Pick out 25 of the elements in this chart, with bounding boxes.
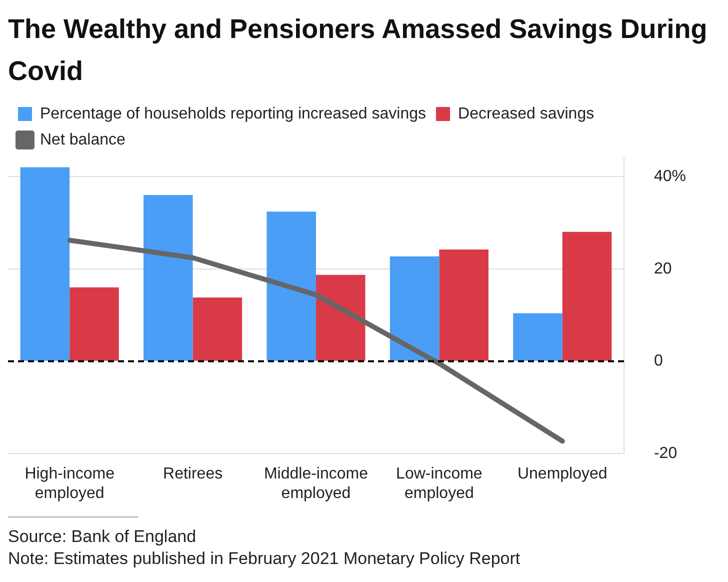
bar bbox=[266, 212, 316, 361]
x-tick-label: Middle-income employed bbox=[264, 466, 368, 502]
chart-title: The Wealthy and Pensioners Amassed Savings During Covid bbox=[8, 13, 708, 88]
bar bbox=[390, 256, 440, 361]
y-tick-label: 20 bbox=[654, 260, 672, 278]
x-tick-label: Low-income employed bbox=[396, 466, 482, 502]
y-tick-label: -20 bbox=[654, 445, 678, 462]
x-tick-label: High-income employed bbox=[24, 466, 115, 502]
bar bbox=[192, 297, 242, 361]
x-tick-label: Retirees bbox=[163, 466, 223, 483]
source-note: Source: Bank of England bbox=[8, 526, 198, 548]
y-tick-label: 40% bbox=[654, 168, 686, 185]
text: Note: Estimates published in February 2021 Monetary Policy Report bbox=[8, 548, 522, 570]
bar bbox=[513, 313, 562, 361]
bar bbox=[70, 287, 119, 361]
legend-label: Decreased savings bbox=[458, 105, 594, 122]
legend-label: Percentage of households reporting increased savings bbox=[40, 105, 426, 122]
bar bbox=[439, 249, 488, 361]
bar bbox=[316, 274, 366, 361]
bar bbox=[20, 167, 70, 361]
x-tick-label: Unemployed bbox=[517, 466, 608, 483]
bar bbox=[562, 232, 612, 361]
legend-label: Net balance bbox=[40, 131, 126, 148]
y-tick-label: 0 bbox=[654, 352, 663, 370]
bar bbox=[144, 194, 193, 361]
